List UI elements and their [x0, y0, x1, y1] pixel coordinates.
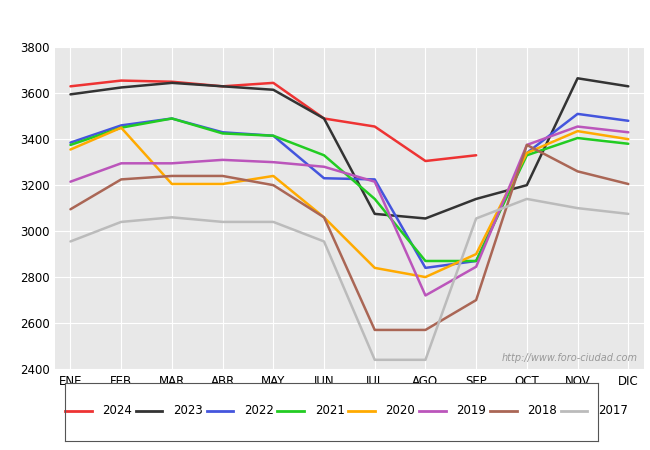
Text: 2019: 2019	[456, 404, 486, 417]
Text: 2018: 2018	[527, 404, 557, 417]
Text: Afiliados en Antas a 30/9/2024: Afiliados en Antas a 30/9/2024	[171, 12, 479, 30]
Text: http://www.foro-ciudad.com: http://www.foro-ciudad.com	[502, 352, 638, 363]
Text: 2022: 2022	[244, 404, 274, 417]
Text: 2023: 2023	[173, 404, 203, 417]
Text: 2020: 2020	[385, 404, 415, 417]
Text: 2024: 2024	[102, 404, 132, 417]
Text: 2017: 2017	[598, 404, 628, 417]
Text: 2021: 2021	[315, 404, 344, 417]
